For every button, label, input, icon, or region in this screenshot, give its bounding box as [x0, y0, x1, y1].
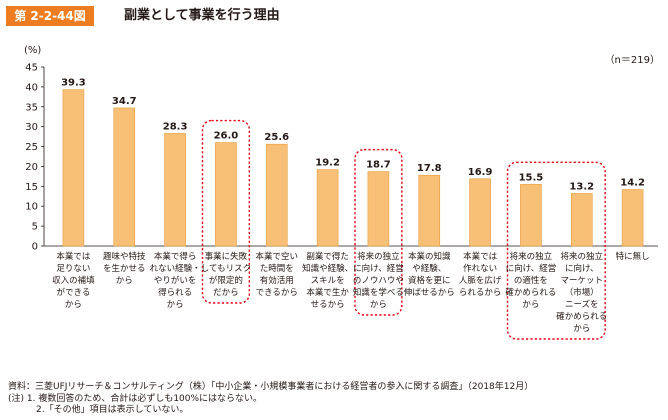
value-label: 15.5 [519, 172, 544, 183]
bar-chart: (%) （n＝219） 0 5 10 15 20 25 30 35 40 45 39.3 本業では足… [24, 45, 660, 340]
category-label: 事業に失敗してもリスクが限定的だから [201, 251, 251, 298]
bar [367, 171, 390, 247]
bar [62, 89, 85, 247]
figure-number: 第 2-2-44図 [6, 6, 94, 26]
note-2: 2.「その他」項目は表示していない。 [36, 405, 189, 415]
note-1: (注) 1. 複数回答のため、合計は必ずしも100%にはならない。 [8, 393, 263, 404]
value-label: 34.7 [112, 96, 137, 107]
category-label: 本業で得られない経験・やりがいを得られるから [150, 251, 201, 310]
y-tick-label: 0 [32, 242, 38, 253]
value-label: 14.2 [620, 178, 645, 189]
highlight-box [354, 148, 403, 316]
y-tick-label: 40 [25, 82, 38, 93]
bar [164, 133, 186, 247]
highlight-box [201, 119, 251, 304]
y-tick-label: 20 [25, 162, 38, 173]
figure-title: 副業として事業を行う理由 [124, 8, 280, 23]
sample-size: （n＝219） [605, 54, 660, 66]
value-label: 18.7 [366, 160, 391, 171]
category-label: 副業で得た知識や経験、スキルを本業で生かせるから [302, 251, 353, 310]
bar [570, 193, 593, 247]
y-tick-label: 30 [25, 122, 38, 133]
axes: 0 5 10 15 20 25 30 35 40 45 [25, 63, 658, 253]
bars [62, 89, 644, 247]
value-label: 39.3 [61, 78, 86, 89]
category-label: 趣味や特技を生かせるから [103, 251, 146, 286]
value-label: 16.9 [468, 167, 493, 178]
highlight-boxes [201, 119, 606, 340]
value-label: 17.8 [417, 163, 442, 174]
bar [520, 184, 542, 247]
value-label: 19.2 [315, 158, 340, 169]
bar [113, 107, 136, 247]
bar [418, 174, 441, 247]
footnotes: 資料：三菱UFJリサーチ＆コンサルティング（株）「中小企業・小規模事業者における… [8, 382, 533, 417]
bar [265, 143, 288, 247]
labels: 39.3 本業では足りない収入の補填ができるから 34.7 趣味や特技を生かせるから 2… [52, 78, 649, 334]
y-tick-label: 5 [32, 222, 38, 233]
value-label: 28.3 [163, 121, 188, 132]
source-note: 資料：三菱UFJリサーチ＆コンサルティング（株）「中小企業・小規模事業者における… [8, 382, 534, 392]
category-label: 本業では作れない人脈を広げられるから [459, 251, 502, 298]
value-label: 25.6 [264, 132, 289, 143]
category-label: 将来の独立に向け、マーケット（市場）ニーズを確かめられるから [556, 251, 607, 334]
y-tick-label: 45 [25, 63, 38, 74]
category-label: 特に無し [616, 251, 650, 262]
bar [316, 169, 339, 247]
y-axis-unit: (%) [24, 45, 41, 56]
bar [469, 178, 491, 247]
y-tick-label: 15 [25, 182, 38, 193]
category-label: 本業では足りない収入の補填ができるから [52, 251, 95, 310]
value-label: 26.0 [214, 131, 239, 142]
highlight-box [506, 161, 606, 340]
category-label: 本業で空いた時間を有効活用できるから [255, 251, 298, 298]
bar [621, 189, 644, 247]
category-label: 将来の独立に向け、経営の適性を確かめられるから [505, 251, 556, 310]
y-tick-label: 35 [25, 102, 38, 113]
category-label: 本業の知識や経験、資格を更に伸ばせるから [404, 251, 455, 298]
category-label: 将来の独立に向け、経営のノウハウや知識を学べるから [353, 251, 404, 310]
y-tick-label: 10 [25, 202, 38, 213]
value-label: 13.2 [569, 181, 594, 192]
y-tick-label: 25 [25, 142, 38, 153]
bar [215, 142, 237, 247]
